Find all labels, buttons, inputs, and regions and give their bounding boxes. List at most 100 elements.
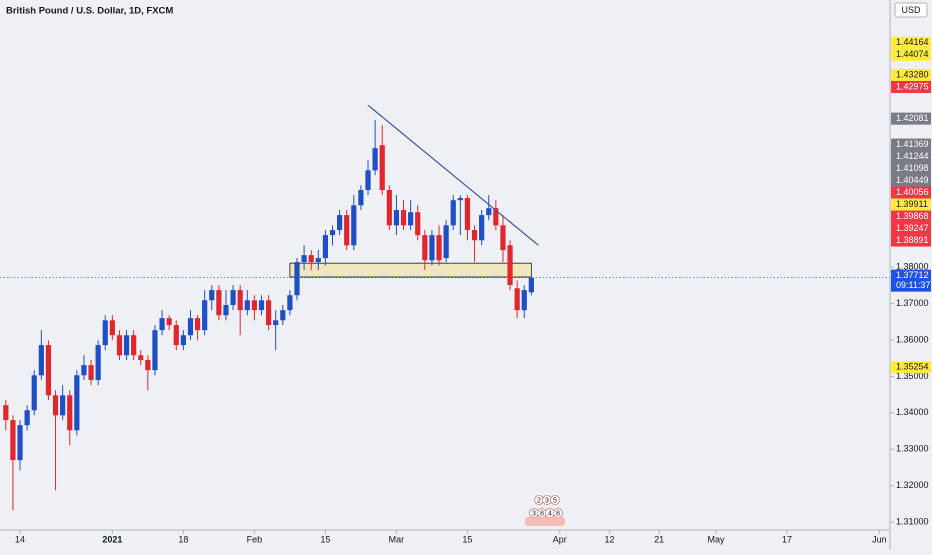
x-tick-label: Mar — [389, 534, 405, 544]
candle-body — [273, 320, 279, 326]
price-marker-label: 1.44164 — [896, 37, 929, 47]
candle-body — [187, 318, 194, 336]
y-tick-label: 1.31000 — [896, 516, 929, 526]
candle-body — [116, 335, 123, 356]
candle-body — [131, 335, 137, 356]
candle-body — [102, 320, 108, 346]
candle-body — [301, 255, 307, 263]
x-tick-label: 17 — [782, 534, 792, 544]
candle-body — [95, 345, 101, 381]
price-marker-label: 1.41244 — [896, 151, 929, 161]
y-tick-label: 1.34000 — [896, 407, 929, 417]
candle-body — [514, 288, 520, 311]
x-tick-label: Apr — [553, 534, 567, 544]
price-marker-label: 1.42081 — [896, 113, 929, 123]
currency-button[interactable] — [894, 2, 928, 18]
candle-body — [379, 145, 385, 191]
price-marker-label: 1.39868 — [896, 211, 929, 221]
candle-body — [52, 395, 59, 416]
candle-body — [408, 212, 414, 226]
price-marker — [891, 48, 931, 61]
candle-body — [209, 290, 215, 301]
candle-body — [152, 330, 158, 371]
candle-body — [17, 425, 23, 461]
candle-body — [479, 215, 485, 241]
event-label: 2 — [537, 497, 541, 504]
candle-body — [493, 208, 499, 226]
y-tick-label: 1.33000 — [896, 444, 929, 454]
countdown-label: 09:11:37 — [896, 280, 930, 290]
price-marker — [891, 68, 931, 81]
currency-label[interactable]: USD — [901, 5, 921, 15]
candle-body — [180, 335, 186, 346]
candle-body — [358, 190, 364, 206]
candle-body — [251, 300, 257, 311]
candle-body — [315, 258, 321, 263]
candle-body — [287, 295, 293, 311]
candle-body — [372, 148, 378, 171]
support-zone — [289, 262, 532, 278]
candle-body — [237, 290, 243, 311]
candle-body — [464, 198, 471, 231]
x-tick-label: 12 — [604, 534, 614, 544]
price-marker-label: 1.43280 — [896, 69, 929, 79]
price-marker — [891, 198, 931, 211]
candle-body — [159, 318, 165, 331]
candle-body — [45, 345, 52, 396]
candle-body — [60, 395, 66, 416]
candle-body — [202, 300, 208, 331]
price-marker-label: 1.38891 — [896, 235, 929, 245]
event-label: 8 — [540, 510, 544, 517]
candle-body — [109, 320, 115, 336]
price-marker — [891, 112, 931, 125]
y-tick-label: 1.37000 — [896, 298, 929, 308]
candle-body — [528, 277, 534, 293]
event-flag — [525, 517, 565, 526]
event-label: 5 — [553, 497, 557, 504]
candle-body — [415, 212, 421, 236]
x-tick-label: 2021 — [102, 534, 122, 544]
price-marker — [891, 234, 931, 247]
candle-body — [280, 310, 286, 321]
candle-body — [31, 375, 37, 411]
candle-body — [471, 230, 478, 241]
price-marker — [891, 36, 931, 49]
current-price-label: 1.37712 — [896, 270, 929, 280]
price-marker-label: 1.40449 — [896, 175, 929, 185]
y-tick-label: 1.32000 — [896, 480, 929, 490]
candle-body — [436, 235, 442, 261]
price-marker-label: 1.41369 — [896, 139, 929, 149]
candle-body — [74, 375, 80, 431]
candle-body — [38, 345, 44, 376]
y-tick-label: 1.38000 — [896, 262, 929, 272]
candle-body — [3, 405, 9, 421]
price-marker — [891, 186, 931, 199]
x-tick-label: 21 — [654, 534, 664, 544]
event-label: 4 — [548, 510, 552, 517]
price-marker-label: 1.41098 — [896, 163, 929, 173]
candle-body — [521, 290, 527, 311]
candle-body — [258, 300, 265, 311]
x-tick-label: 14 — [15, 534, 25, 544]
candle-body — [344, 215, 350, 246]
candle-body — [507, 245, 513, 286]
price-marker-label: 1.39911 — [896, 199, 928, 209]
candle-body — [265, 300, 272, 326]
candle-body — [194, 318, 201, 331]
candle-body — [223, 305, 229, 316]
candle-body — [351, 205, 357, 246]
candle-body — [329, 230, 336, 236]
candle-body — [457, 198, 463, 201]
price-marker-label: 1.40056 — [896, 187, 929, 197]
event-label: 3 — [545, 497, 549, 504]
price-marker — [891, 80, 931, 93]
x-tick-label: Feb — [247, 534, 263, 544]
x-tick-label: May — [707, 534, 725, 544]
price-marker — [891, 162, 931, 175]
price-marker-label: 1.44074 — [896, 49, 929, 59]
price-marker-label: 1.35254 — [896, 362, 929, 372]
candle-body — [400, 210, 407, 226]
event-label: 3 — [532, 510, 536, 517]
trendline — [367, 104, 539, 246]
